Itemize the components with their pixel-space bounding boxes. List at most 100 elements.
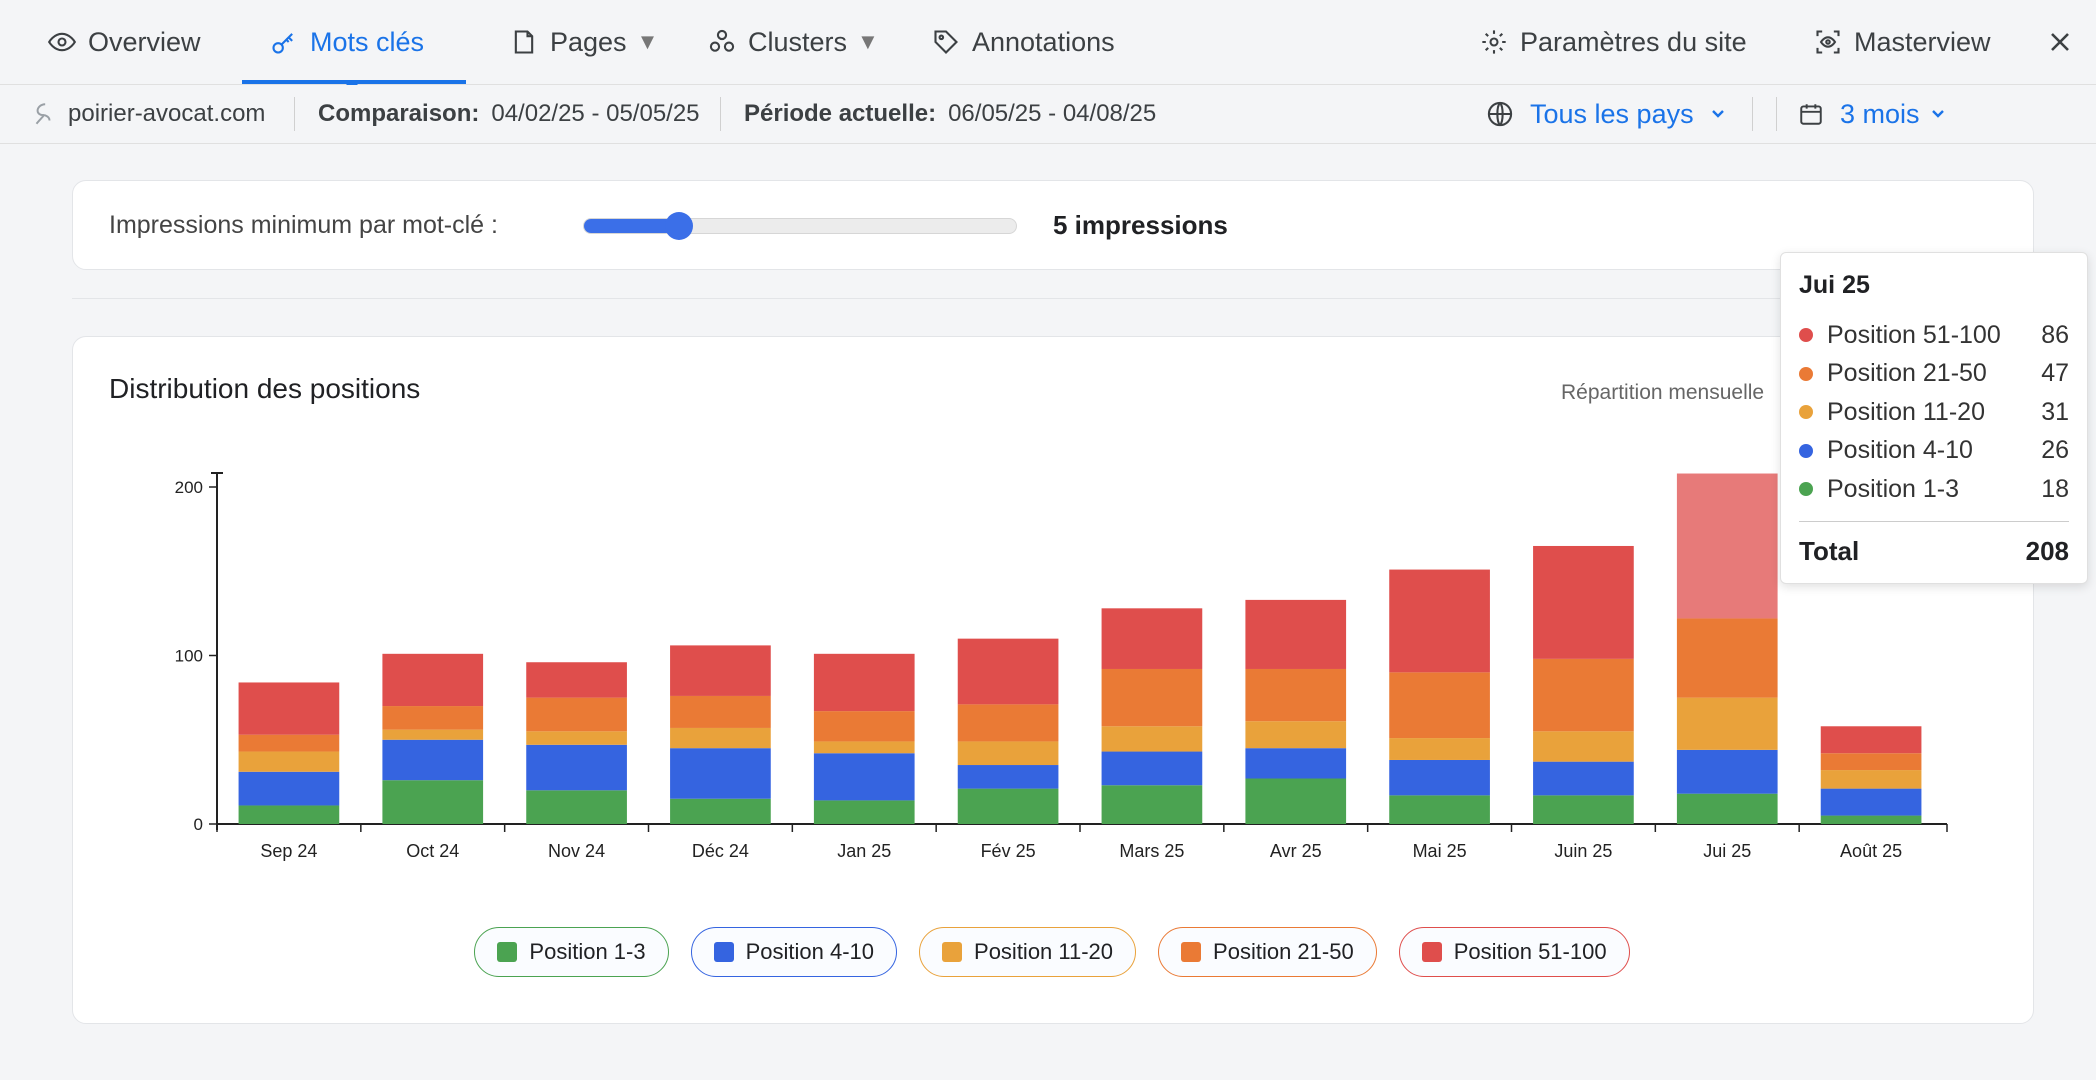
current-label: Période actuelle: (744, 100, 937, 127)
bar-segment (670, 645, 771, 696)
bar-segment (382, 739, 484, 781)
masterview-label: Masterview (1854, 26, 1991, 57)
bar-segment (1389, 759, 1490, 796)
position-distribution-card: Distribution des positions Répartition m… (72, 336, 2034, 1024)
legend-label: Position 1-3 (529, 939, 646, 964)
y-tick-label: 100 (175, 647, 203, 666)
bar-segment (382, 706, 484, 730)
tooltip-row: Position 11-20 31 (1799, 394, 2069, 430)
period-dropdown[interactable]: 3 mois (1798, 85, 1946, 143)
clusters-icon (709, 29, 735, 52)
legend-item[interactable]: Position 51-100 (1398, 927, 1630, 977)
close-button[interactable] (2040, 22, 2080, 62)
tooltip-divider (1799, 521, 2069, 522)
bar-segment (670, 727, 771, 749)
tab-keywords-label: Mots clés (310, 26, 425, 57)
impressions-slider[interactable] (583, 212, 1017, 240)
tab-annotations-label: Annotations (972, 26, 1115, 57)
bar-segment (1389, 795, 1490, 824)
legend-item[interactable]: Position 21-50 (1158, 927, 1377, 977)
globe-icon (1487, 101, 1513, 127)
bar-segment (957, 638, 1059, 705)
legend-label: Position 11-20 (974, 939, 1114, 964)
tooltip-dot (1799, 443, 1813, 458)
tooltip-row-value: 47 (2041, 359, 2069, 387)
bar-segment (1676, 618, 1778, 698)
tooltip-dot (1799, 366, 1813, 381)
chart-legend: Position 1-3 Position 4-10 Position 11-20 P… (73, 927, 2031, 977)
site-settings-label: Paramètres du site (1520, 26, 1747, 57)
tab-clusters[interactable]: Clusters ▼ (708, 0, 879, 84)
tooltip-total-value: 208 (2025, 535, 2069, 566)
slider-fill (584, 219, 679, 233)
bar-segment (1245, 668, 1347, 722)
site-icon (35, 103, 51, 125)
bar-segment (1533, 761, 1634, 796)
tooltip-row-value: 26 (2041, 436, 2069, 464)
bar-segment (1820, 726, 1922, 754)
tooltip-row-label: Position 1-3 (1827, 474, 1960, 503)
bar-segment (1533, 731, 1634, 762)
bar-segment (813, 800, 915, 824)
tab-overview-label: Overview (88, 26, 201, 57)
bar-segment (382, 653, 484, 707)
tab-keywords[interactable]: Mots clés (270, 0, 424, 84)
legend-item[interactable]: Position 4-10 (690, 927, 898, 977)
legend-swatch (942, 942, 963, 962)
bar-segment (1389, 569, 1490, 673)
bar-segment (238, 805, 340, 824)
legend-item[interactable]: Position 1-3 (474, 927, 669, 977)
divider (294, 97, 295, 131)
tooltip-row-label: Position 21-50 (1827, 359, 1987, 387)
bar-segment (238, 751, 340, 772)
slider-value: 5 impressions (1053, 209, 1228, 240)
calendar-icon (1800, 104, 1822, 125)
bar-segment (526, 744, 627, 791)
site-settings-button[interactable]: Paramètres du site (1480, 0, 1747, 84)
bar-segment (526, 731, 627, 745)
top-navigation: Overview Mots clés Pages ▼ Clusters ▼ An… (0, 0, 2096, 90)
bar-segment (1533, 658, 1634, 732)
bar-segment (813, 711, 915, 742)
comparison-period: Comparaison: 04/02/25 - 05/05/25 (318, 85, 700, 143)
tooltip-dot (1799, 405, 1813, 419)
tooltip-row-label: Position 11-20 (1827, 397, 1985, 426)
bar-segment (813, 753, 915, 801)
tooltip-row: Position 4-10 26 (1799, 433, 2069, 469)
bar-segment (1245, 599, 1347, 669)
gear-icon (1482, 30, 1506, 54)
tab-pages[interactable]: Pages ▼ (510, 0, 658, 84)
tab-annotations[interactable]: Annotations (932, 0, 1115, 84)
country-dropdown[interactable]: Tous les pays (1486, 85, 1726, 143)
slider-thumb[interactable] (664, 212, 693, 240)
x-tick-label: Déc 24 (692, 841, 749, 861)
bar-segment (670, 748, 771, 799)
divider (1752, 97, 1753, 131)
y-tick-label: 200 (175, 478, 203, 497)
x-tick-label: Juin 25 (1554, 841, 1612, 861)
page-icon (514, 30, 534, 54)
x-tick-label: Jan 25 (837, 841, 891, 861)
x-tick-label: Mars 25 (1119, 841, 1184, 861)
bar-segment (1820, 788, 1922, 816)
legend-item[interactable]: Position 11-20 (919, 927, 1137, 977)
bar-segment (526, 790, 627, 824)
bar-segment (1820, 770, 1922, 789)
masterview-button[interactable]: Masterview (1814, 0, 1991, 84)
filter-bar: poirier-avocat.com Comparaison: 04/02/25… (0, 85, 2096, 144)
bar-segment (1245, 778, 1347, 824)
x-tick-label: Août 25 (1840, 841, 1902, 861)
bar-segment (1389, 672, 1490, 739)
tab-overview[interactable]: Overview (48, 0, 201, 84)
current-period: Période actuelle: 06/05/25 - 04/08/25 (744, 85, 1156, 143)
bar-segment (1533, 795, 1634, 824)
bar-segment (238, 682, 340, 735)
tooltip-row: Position 51-100 86 (1799, 317, 2069, 353)
bar-segment (1101, 726, 1203, 752)
bar-segment (1101, 751, 1203, 786)
tooltip-row-label: Position 51-100 (1827, 320, 2001, 349)
site-selector[interactable]: poirier-avocat.com (30, 85, 265, 143)
close-icon (2051, 33, 2069, 51)
comparison-label: Comparaison: (318, 100, 480, 127)
legend-label: Position 51-100 (1453, 939, 1607, 964)
